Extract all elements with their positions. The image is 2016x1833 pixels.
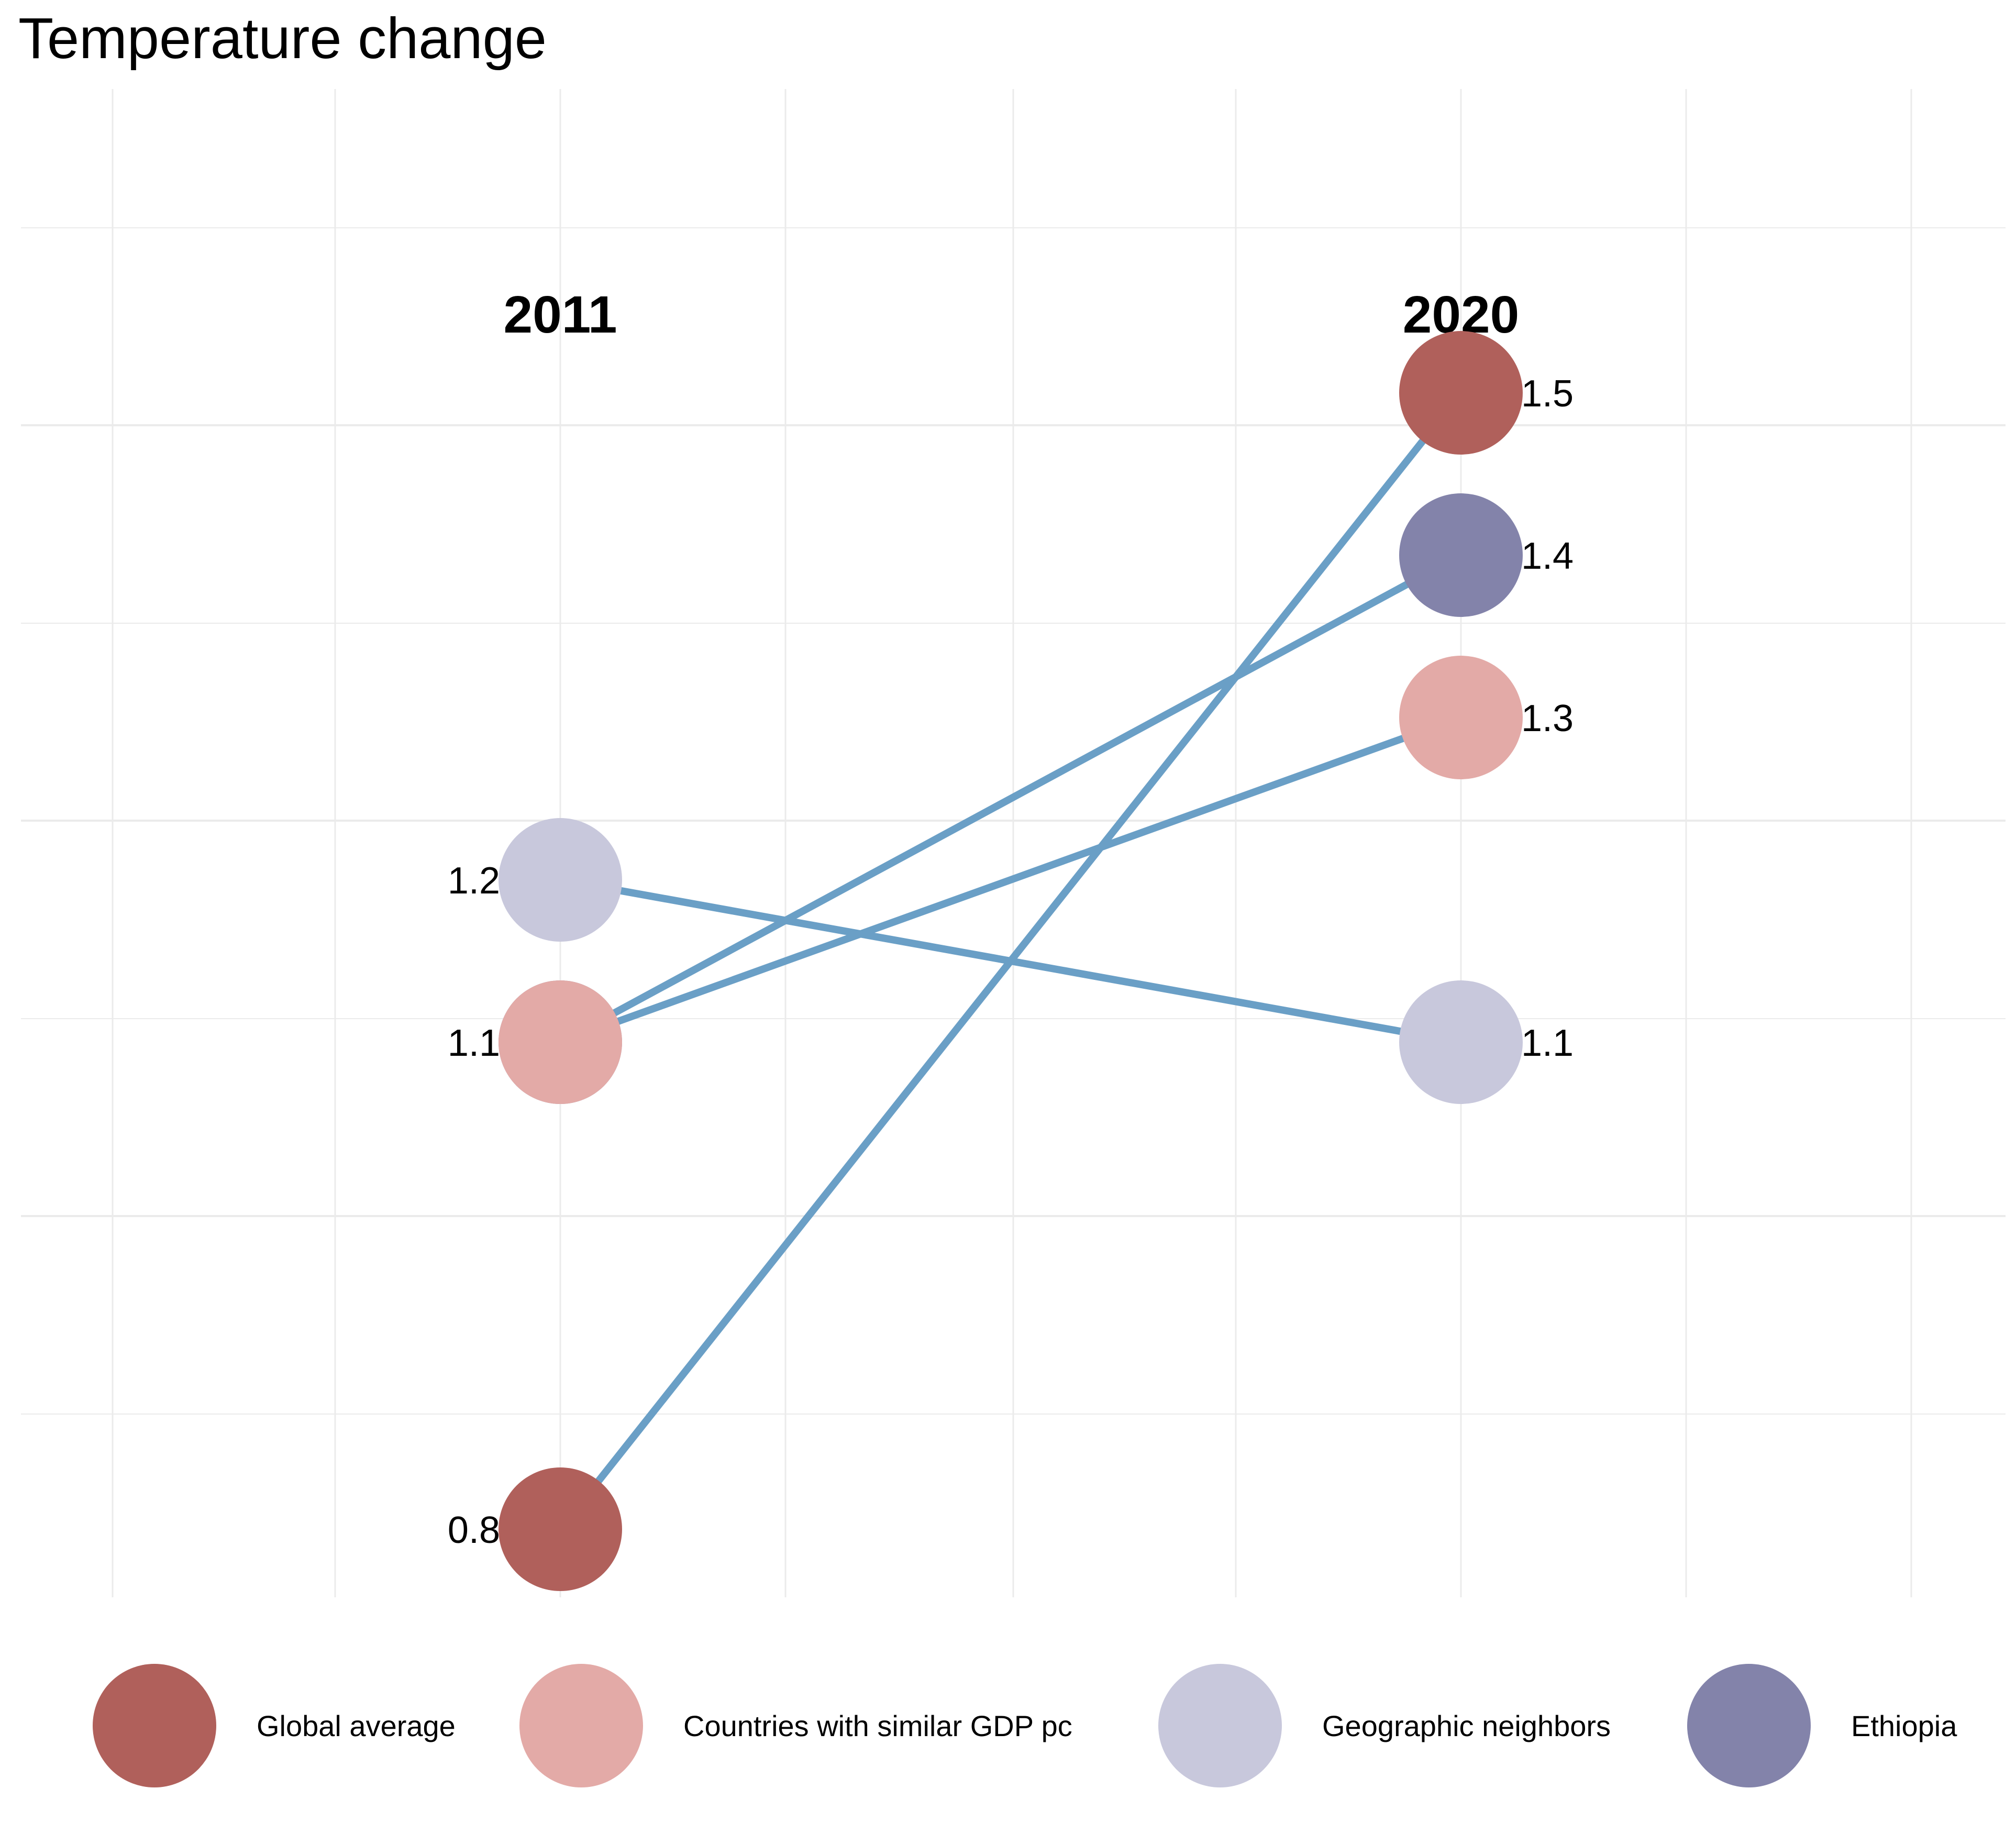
grid (21, 89, 2006, 1597)
legend: Global average Countries with similar GDP… (93, 1664, 1957, 1787)
legend-label: Global average (257, 1709, 456, 1742)
legend-label: Ethiopia (1851, 1709, 1957, 1742)
slope-line (559, 714, 1463, 1046)
data-point (1399, 331, 1523, 455)
legend-label: Geographic neighbors (1322, 1709, 1611, 1742)
data-point (1399, 656, 1523, 779)
data-label: 0.8 (448, 1509, 500, 1551)
data-label: 1.1 (1521, 1022, 1574, 1064)
data-label: 1.4 (1521, 535, 1574, 577)
legend-swatch (1158, 1664, 1282, 1787)
data-label: 1.3 (1521, 698, 1574, 739)
data-point (499, 980, 622, 1104)
data-label: 1.2 (448, 860, 500, 902)
slope-line (558, 551, 1463, 1046)
value-labels: 0.81.51.11.31.21.11.11.4 (448, 373, 1574, 1551)
chart-title: Temperature change (18, 6, 547, 71)
data-label: 1.1 (448, 1022, 500, 1064)
data-label: 1.5 (1521, 373, 1574, 415)
legend-swatch (1687, 1664, 1811, 1787)
legend-swatch (93, 1664, 216, 1787)
data-point (499, 818, 622, 942)
slope-lines (557, 390, 1464, 1532)
year-labels: 2011 2020 (504, 285, 1520, 344)
slope-line (559, 876, 1462, 1046)
data-points (499, 331, 1523, 1591)
data-point (1399, 493, 1523, 617)
legend-swatch (519, 1664, 643, 1787)
data-point (1399, 980, 1523, 1104)
data-point (499, 1467, 622, 1591)
year-label-2011: 2011 (504, 285, 617, 344)
data-label: 1.1 (448, 1022, 500, 1064)
legend-label: Countries with similar GDP pc (683, 1709, 1072, 1742)
